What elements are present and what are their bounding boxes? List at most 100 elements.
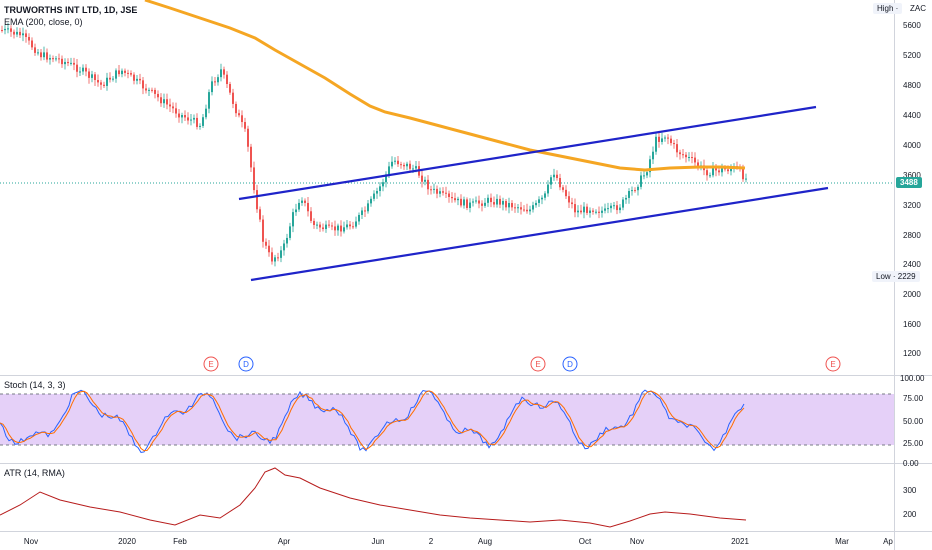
candle-body[interactable] bbox=[532, 205, 534, 210]
candle-body[interactable] bbox=[670, 138, 672, 144]
candle-body[interactable] bbox=[472, 201, 474, 203]
atr-axis[interactable]: 300 200 bbox=[903, 486, 917, 519]
candle-body[interactable] bbox=[511, 203, 513, 208]
candle-body[interactable] bbox=[406, 163, 408, 167]
candle-body[interactable] bbox=[58, 58, 60, 60]
candle-body[interactable] bbox=[79, 71, 81, 73]
candle-body[interactable] bbox=[529, 209, 531, 212]
candle-body[interactable] bbox=[715, 167, 717, 171]
candle-body[interactable] bbox=[52, 58, 54, 60]
candle-body[interactable] bbox=[547, 184, 549, 194]
candle-body[interactable] bbox=[682, 154, 684, 156]
candle-body[interactable] bbox=[634, 190, 636, 192]
candle-body[interactable] bbox=[295, 209, 297, 213]
candle-body[interactable] bbox=[496, 198, 498, 205]
candle-body[interactable] bbox=[241, 115, 243, 123]
candle-body[interactable] bbox=[442, 191, 444, 193]
candle-body[interactable] bbox=[100, 82, 102, 85]
earnings-marker[interactable] bbox=[203, 356, 219, 372]
candle-body[interactable] bbox=[376, 190, 378, 194]
candle-body[interactable] bbox=[388, 166, 390, 175]
candle-body[interactable] bbox=[469, 202, 471, 208]
candle-body[interactable] bbox=[37, 52, 39, 54]
currency-label[interactable]: ZAC bbox=[906, 3, 930, 14]
candle-body[interactable] bbox=[193, 117, 195, 120]
candle-body[interactable] bbox=[592, 210, 594, 212]
candle-body[interactable] bbox=[97, 80, 99, 83]
candle-body[interactable] bbox=[316, 224, 318, 226]
candle-body[interactable] bbox=[535, 202, 537, 206]
candle-body[interactable] bbox=[742, 168, 744, 180]
candle-body[interactable] bbox=[343, 227, 345, 232]
candle-body[interactable] bbox=[721, 168, 723, 173]
candle-body[interactable] bbox=[109, 77, 111, 80]
candle-body[interactable] bbox=[88, 71, 90, 78]
candle-body[interactable] bbox=[673, 143, 675, 145]
candle-body[interactable] bbox=[175, 108, 177, 114]
candle-body[interactable] bbox=[457, 198, 459, 201]
price-axis[interactable]: 5600 5200 4800 4400 4000 3600 3200 2800 … bbox=[903, 21, 921, 358]
candle-body[interactable] bbox=[370, 198, 372, 204]
candle-body[interactable] bbox=[718, 170, 720, 173]
candle-body[interactable] bbox=[253, 167, 255, 191]
candle-body[interactable] bbox=[115, 70, 117, 79]
candle-body[interactable] bbox=[571, 202, 573, 205]
candle-body[interactable] bbox=[190, 119, 192, 121]
candle-body[interactable] bbox=[409, 163, 411, 169]
candle-body[interactable] bbox=[391, 161, 393, 167]
candle-body[interactable] bbox=[322, 227, 324, 230]
candle-body[interactable] bbox=[691, 157, 693, 159]
candle-body[interactable] bbox=[271, 252, 273, 262]
candle-body[interactable] bbox=[289, 226, 291, 238]
candle-body[interactable] bbox=[85, 67, 87, 72]
candle-body[interactable] bbox=[94, 74, 96, 81]
candle-body[interactable] bbox=[364, 210, 366, 212]
candle-body[interactable] bbox=[340, 225, 342, 232]
candle-body[interactable] bbox=[454, 198, 456, 201]
stoch-axis[interactable]: 100.00 75.00 50.00 25.00 0.00 bbox=[900, 374, 925, 468]
candle-body[interactable] bbox=[553, 174, 555, 178]
candle-body[interactable] bbox=[694, 157, 696, 163]
channel-upper-line[interactable] bbox=[238, 105, 817, 201]
candle-body[interactable] bbox=[73, 62, 75, 65]
candle-body[interactable] bbox=[319, 224, 321, 228]
candle-body[interactable] bbox=[508, 203, 510, 208]
candle-body[interactable] bbox=[403, 164, 405, 167]
candle-body[interactable] bbox=[526, 209, 528, 212]
candle-body[interactable] bbox=[367, 203, 369, 212]
candle-body[interactable] bbox=[184, 115, 186, 118]
candle-body[interactable] bbox=[745, 178, 747, 180]
candle-body[interactable] bbox=[589, 210, 591, 213]
candle-body[interactable] bbox=[181, 115, 183, 118]
candle-body[interactable] bbox=[106, 77, 108, 86]
candle-body[interactable] bbox=[601, 210, 603, 213]
candle-body[interactable] bbox=[565, 189, 567, 197]
candle-body[interactable] bbox=[517, 207, 519, 209]
candle-body[interactable] bbox=[562, 187, 564, 190]
candle-body[interactable] bbox=[337, 225, 339, 231]
candle-body[interactable] bbox=[55, 58, 57, 60]
candle-body[interactable] bbox=[421, 175, 423, 182]
candle-body[interactable] bbox=[307, 202, 309, 212]
candle-body[interactable] bbox=[412, 168, 414, 170]
candle-body[interactable] bbox=[607, 208, 609, 210]
candlestick-series[interactable] bbox=[1, 22, 747, 267]
candle-body[interactable] bbox=[631, 190, 633, 192]
candle-body[interactable] bbox=[19, 31, 21, 36]
candle-body[interactable] bbox=[25, 33, 27, 37]
candle-body[interactable] bbox=[163, 99, 165, 104]
candle-body[interactable] bbox=[250, 146, 252, 168]
candle-body[interactable] bbox=[103, 84, 105, 86]
candle-body[interactable] bbox=[217, 77, 219, 83]
candle-body[interactable] bbox=[169, 104, 171, 107]
candle-body[interactable] bbox=[685, 154, 687, 158]
candle-body[interactable] bbox=[46, 52, 48, 60]
candle-body[interactable] bbox=[262, 219, 264, 242]
candle-body[interactable] bbox=[349, 224, 351, 227]
candle-body[interactable] bbox=[112, 78, 114, 80]
candle-body[interactable] bbox=[385, 174, 387, 183]
candle-body[interactable] bbox=[445, 192, 447, 194]
candle-body[interactable] bbox=[154, 89, 156, 94]
candle-body[interactable] bbox=[688, 157, 690, 159]
